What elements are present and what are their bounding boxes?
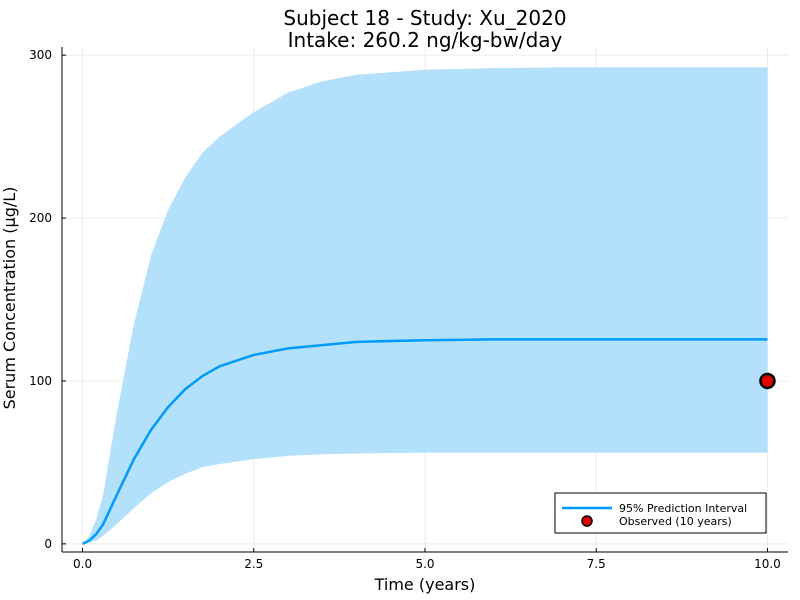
observed-point-layer xyxy=(759,372,776,390)
x-tick-label: 5.0 xyxy=(415,557,434,571)
prediction-mean-line xyxy=(82,338,768,545)
x-tick-label: 10.0 xyxy=(754,557,781,571)
prediction-band-layer xyxy=(82,67,768,544)
observed-point xyxy=(759,372,776,390)
x-tick-label: 2.5 xyxy=(244,557,263,571)
x-tick-label: 0.0 xyxy=(73,557,92,571)
y-tick-label: 0 xyxy=(44,537,52,551)
prediction-interval-band xyxy=(82,67,768,544)
y-tick-label: 100 xyxy=(29,374,52,388)
legend-box xyxy=(554,492,767,534)
legend-label-observed: Observed (10 years) xyxy=(619,515,732,528)
y-tick-label: 200 xyxy=(29,211,52,225)
mean-line-layer xyxy=(82,338,768,545)
legend-label-prediction: 95% Prediction Interval xyxy=(619,502,747,515)
x-tick-label: 7.5 xyxy=(587,557,606,571)
x-axis-label: Time (years) xyxy=(374,575,476,594)
y-tick-label: 300 xyxy=(29,48,52,62)
axes xyxy=(61,47,788,553)
chart-title-line1: Subject 18 - Study: Xu_2020 xyxy=(283,6,566,30)
y-axis-label: Serum Concentration (μg/L) xyxy=(0,187,19,410)
legend-marker-swatch xyxy=(581,515,593,527)
tick-labels: 0.0 2.5 5.0 7.5 10.0 0 100 200 300 xyxy=(29,48,781,571)
legend: 95% Prediction Interval Observed (10 yea… xyxy=(554,492,767,534)
chart-title-line2: Intake: 260.2 ng/kg-bw/day xyxy=(288,28,563,52)
